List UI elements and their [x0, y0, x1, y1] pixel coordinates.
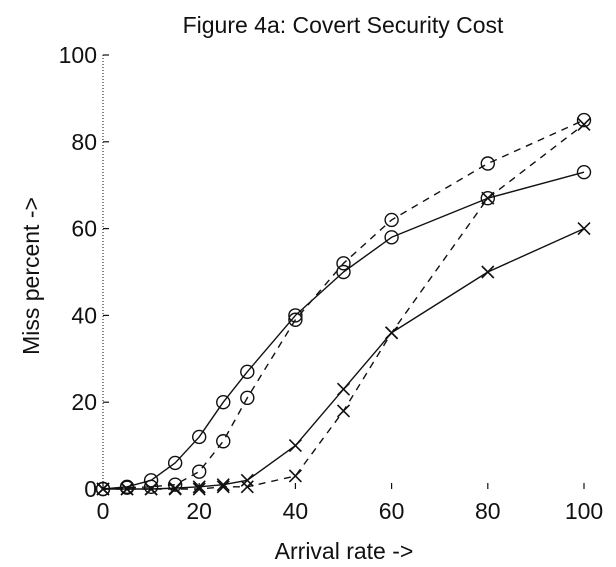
data-point-x — [240, 480, 254, 494]
data-point-circle — [143, 479, 159, 495]
data-point-circle — [167, 477, 183, 492]
x-tick-label: 40 — [283, 498, 309, 524]
data-point-x — [168, 482, 182, 496]
data-point-circle — [167, 455, 183, 471]
data-point-x — [481, 265, 495, 279]
data-point-circle — [480, 191, 495, 206]
data-point-circle — [191, 429, 207, 445]
series-line — [103, 123, 585, 490]
data-point-circle — [384, 212, 399, 228]
data-point-x — [385, 326, 399, 340]
data-point-x — [216, 478, 230, 492]
data-point-x — [577, 117, 591, 132]
x-axis-title: Arrival rate -> — [275, 538, 414, 564]
data-point-x — [336, 382, 351, 396]
data-point-x — [96, 482, 110, 496]
data-point-x — [192, 480, 206, 494]
y-tick-label: 100 — [59, 42, 97, 68]
x-tick-label: 20 — [186, 498, 212, 524]
data-point-circle — [216, 434, 231, 449]
series-layer — [95, 112, 592, 497]
x-tick-label: 0 — [97, 498, 110, 524]
data-point-circle — [288, 312, 303, 327]
data-point-x — [336, 404, 351, 418]
series-2 — [95, 112, 592, 497]
data-point-x — [288, 469, 302, 483]
series-line — [102, 171, 585, 490]
data-point-circle — [240, 390, 255, 406]
data-point-circle — [216, 395, 231, 410]
data-point-x — [120, 482, 134, 496]
data-point-x — [240, 473, 254, 487]
series-4 — [96, 117, 591, 496]
data-point-x — [577, 222, 591, 236]
data-point-circle — [576, 112, 592, 128]
y-tick-label: 60 — [71, 216, 97, 242]
data-point-circle — [384, 230, 399, 245]
data-point-circle — [336, 256, 351, 271]
y-tick-label: 0 — [84, 476, 97, 502]
y-tick-label: 40 — [71, 302, 97, 328]
data-point-circle — [480, 156, 495, 171]
y-tick-label: 80 — [71, 129, 97, 155]
data-point-x — [481, 191, 495, 205]
data-point-x — [216, 480, 230, 494]
data-point-x — [144, 482, 158, 496]
y-axis-title: Miss percent -> — [18, 197, 44, 355]
x-tick-label: 100 — [565, 498, 603, 524]
data-point-circle — [288, 308, 303, 323]
axes: 0 20 40 60 80 100 0 20 40 60 80 100 — [59, 42, 604, 524]
data-point-x — [192, 482, 206, 496]
data-point-circle — [240, 364, 255, 380]
data-point-circle — [191, 464, 207, 479]
series-1 — [95, 164, 592, 497]
data-point-x — [288, 439, 302, 453]
x-tick-label: 60 — [379, 498, 405, 524]
data-point-circle — [143, 473, 159, 488]
x-tick-label: 80 — [475, 498, 501, 524]
series-line — [102, 119, 585, 490]
data-point-circle — [576, 164, 592, 180]
series-line — [103, 227, 585, 490]
y-tick-label: 20 — [71, 389, 97, 415]
chart-title: Figure 4a: Covert Security Cost — [183, 12, 504, 38]
data-point-circle — [119, 480, 135, 495]
